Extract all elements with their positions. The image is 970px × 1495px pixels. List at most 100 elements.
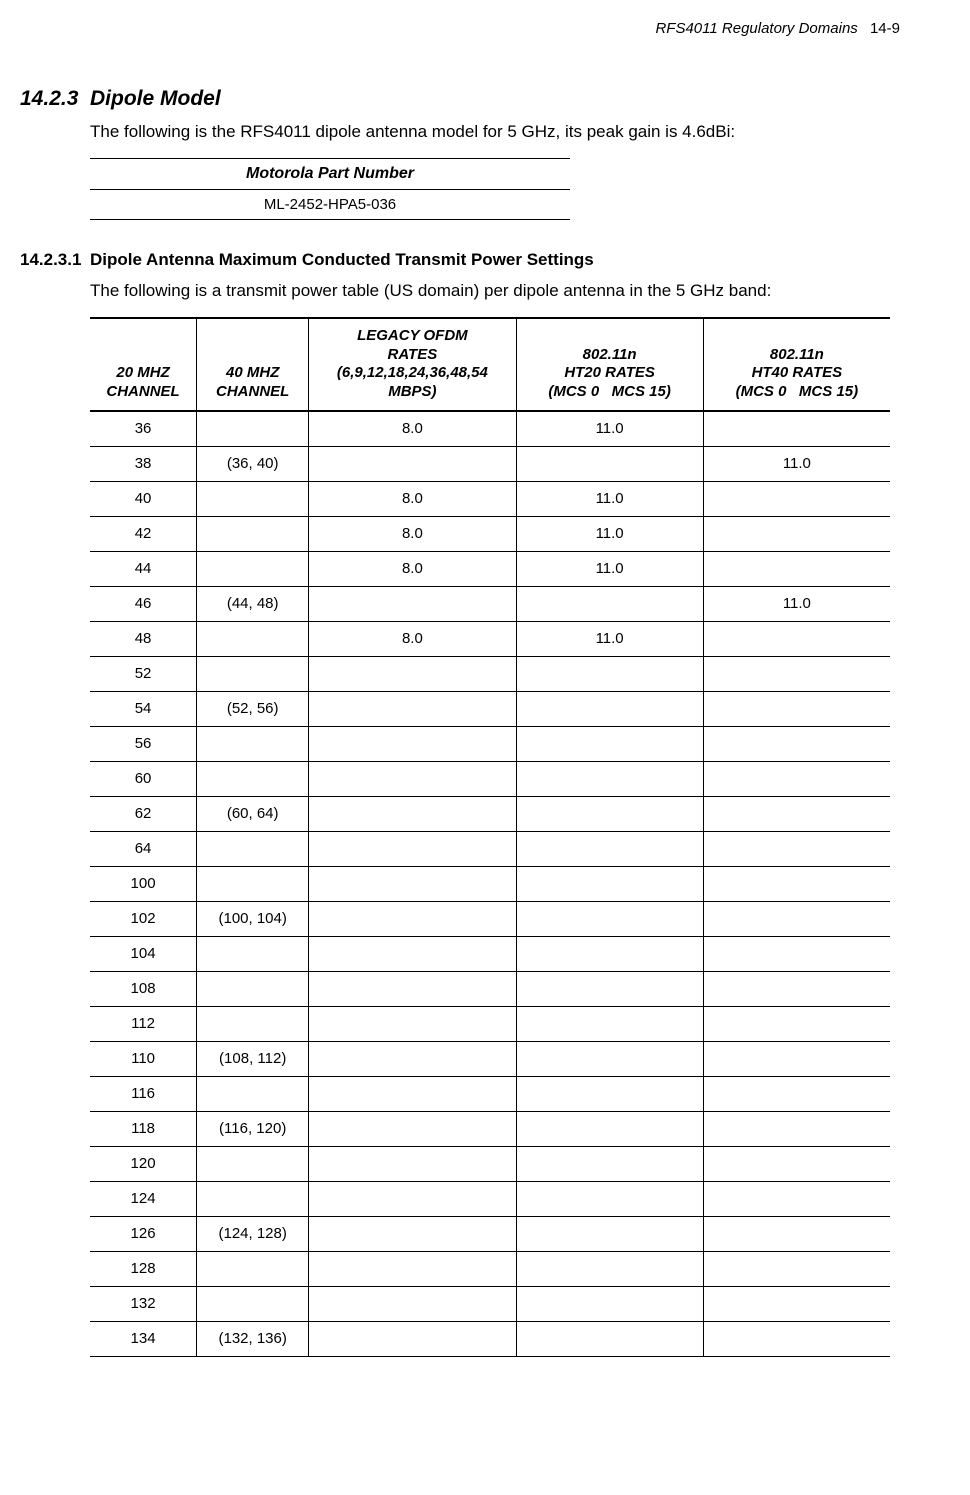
table-cell (309, 1286, 516, 1321)
section-title: Dipole Model (90, 87, 221, 111)
table-row: 64 (90, 831, 890, 866)
table-cell: (124, 128) (197, 1216, 309, 1251)
table-cell: 8.0 (309, 621, 516, 656)
power-table-header-row: 20 MHZCHANNEL40 MHZCHANNELLEGACY OFDMRAT… (90, 318, 890, 411)
table-row: 46(44, 48)11.0 (90, 586, 890, 621)
table-row: 368.011.0 (90, 411, 890, 447)
table-cell: 11.0 (703, 446, 890, 481)
table-cell: (36, 40) (197, 446, 309, 481)
table-cell (197, 621, 309, 656)
table-cell (309, 691, 516, 726)
table-row: 132 (90, 1286, 890, 1321)
table-cell (197, 1146, 309, 1181)
table-cell (703, 1321, 890, 1356)
table-cell (516, 1006, 703, 1041)
table-cell (309, 1321, 516, 1356)
table-cell (197, 481, 309, 516)
table-cell: 54 (90, 691, 197, 726)
subsection-number: 14.2.3.1 (20, 250, 90, 270)
table-cell (309, 1111, 516, 1146)
table-cell (197, 1251, 309, 1286)
table-cell (516, 1146, 703, 1181)
table-cell (703, 866, 890, 901)
table-row: 108 (90, 971, 890, 1006)
table-cell (703, 411, 890, 447)
table-cell (516, 1321, 703, 1356)
table-cell (516, 1111, 703, 1146)
table-cell: 108 (90, 971, 197, 1006)
table-cell (703, 761, 890, 796)
table-cell (309, 446, 516, 481)
table-cell: 126 (90, 1216, 197, 1251)
table-cell (309, 1181, 516, 1216)
table-cell (516, 586, 703, 621)
page-content: RFS4011 Regulatory Domains 14-9 14.2.3 D… (0, 0, 970, 1397)
table-cell (703, 1216, 890, 1251)
table-cell: 8.0 (309, 516, 516, 551)
table-cell: 102 (90, 901, 197, 936)
table-cell: 38 (90, 446, 197, 481)
table-cell (703, 656, 890, 691)
table-row: 488.011.0 (90, 621, 890, 656)
table-cell: 8.0 (309, 411, 516, 447)
table-cell: 132 (90, 1286, 197, 1321)
page-number: 14-9 (870, 20, 900, 37)
table-cell: 11.0 (516, 621, 703, 656)
table-cell: 11.0 (516, 411, 703, 447)
table-cell (703, 551, 890, 586)
table-cell (197, 1286, 309, 1321)
table-cell (197, 866, 309, 901)
table-cell (197, 411, 309, 447)
table-row: 448.011.0 (90, 551, 890, 586)
table-cell (309, 1076, 516, 1111)
page-header: RFS4011 Regulatory Domains 14-9 (20, 20, 900, 37)
table-cell: 11.0 (516, 481, 703, 516)
power-table-col-header: 20 MHZCHANNEL (90, 318, 197, 411)
table-cell (197, 761, 309, 796)
table-cell (516, 1216, 703, 1251)
table-cell: 124 (90, 1181, 197, 1216)
table-cell: 44 (90, 551, 197, 586)
power-table-col-header: 802.11nHT40 RATES(MCS 0 MCS 15) (703, 318, 890, 411)
table-cell: 42 (90, 516, 197, 551)
table-row: 128 (90, 1251, 890, 1286)
table-cell (703, 621, 890, 656)
table-row: 60 (90, 761, 890, 796)
table-cell: 112 (90, 1006, 197, 1041)
table-row: 110(108, 112) (90, 1041, 890, 1076)
doc-title: RFS4011 Regulatory Domains (655, 20, 857, 37)
table-cell (703, 901, 890, 936)
table-cell (703, 1181, 890, 1216)
table-cell (309, 726, 516, 761)
part-table-header: Motorola Part Number (90, 158, 570, 189)
table-cell (516, 726, 703, 761)
table-cell: 60 (90, 761, 197, 796)
subsection-heading: 14.2.3.1 Dipole Antenna Maximum Conducte… (20, 250, 900, 270)
table-cell (197, 831, 309, 866)
power-table-body: 368.011.038(36, 40)11.0408.011.0428.011.… (90, 411, 890, 1357)
table-cell (309, 971, 516, 1006)
table-cell: 64 (90, 831, 197, 866)
table-cell: 46 (90, 586, 197, 621)
table-row: 100 (90, 866, 890, 901)
table-cell (516, 866, 703, 901)
table-row: 56 (90, 726, 890, 761)
table-cell (309, 1041, 516, 1076)
table-cell (516, 761, 703, 796)
table-cell (309, 1146, 516, 1181)
table-cell: (100, 104) (197, 901, 309, 936)
table-cell: 128 (90, 1251, 197, 1286)
table-row: 134(132, 136) (90, 1321, 890, 1356)
table-cell (703, 936, 890, 971)
table-cell (703, 1076, 890, 1111)
table-cell (197, 726, 309, 761)
table-cell (703, 516, 890, 551)
section-number: 14.2.3 (20, 87, 90, 111)
table-cell (703, 971, 890, 1006)
power-table-col-header: 40 MHZCHANNEL (197, 318, 309, 411)
table-cell (703, 1251, 890, 1286)
power-table-col-header: LEGACY OFDMRATES(6,9,12,18,24,36,48,54MB… (309, 318, 516, 411)
table-cell (309, 1251, 516, 1286)
table-cell (309, 901, 516, 936)
table-cell: 62 (90, 796, 197, 831)
